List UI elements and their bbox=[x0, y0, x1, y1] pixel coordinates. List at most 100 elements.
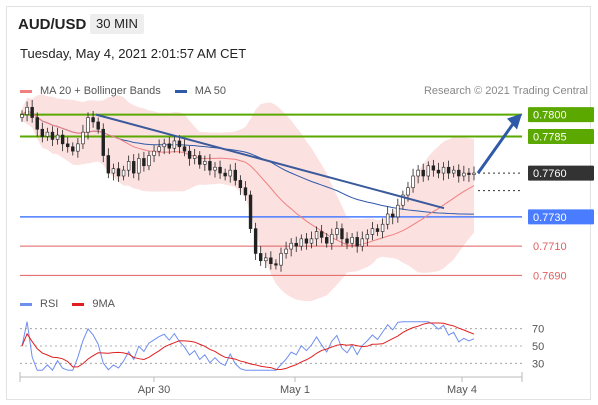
candle-body bbox=[81, 131, 85, 145]
candle-body bbox=[436, 169, 441, 174]
candle-body bbox=[101, 128, 105, 156]
candle-body bbox=[401, 194, 405, 206]
rsi-swatch bbox=[20, 302, 32, 306]
candle-body bbox=[208, 161, 212, 171]
rsi-tick-70: 70 bbox=[532, 324, 544, 336]
candle-body bbox=[451, 169, 456, 174]
candle-body bbox=[294, 242, 298, 247]
candle-body bbox=[375, 228, 380, 232]
candle-body bbox=[279, 253, 283, 266]
level-label-0.7800: 0.7800 bbox=[533, 110, 567, 122]
candle-body bbox=[340, 228, 344, 240]
candle-body bbox=[177, 140, 182, 148]
candle-body bbox=[142, 158, 146, 167]
candle-body bbox=[121, 169, 126, 177]
candle-body bbox=[421, 169, 425, 177]
candle-body bbox=[385, 213, 390, 225]
candle-body bbox=[132, 161, 136, 174]
candle-body bbox=[228, 169, 232, 177]
candle-body bbox=[299, 238, 304, 247]
rsi-tick-50: 50 bbox=[532, 341, 544, 353]
candle-body bbox=[182, 146, 187, 152]
candle-body bbox=[203, 161, 207, 165]
legend-ma20: MA 20 + Bollinger Bands bbox=[20, 85, 161, 97]
ma20-label: MA 20 + Bollinger Bands bbox=[40, 85, 161, 97]
candle-body bbox=[411, 175, 415, 188]
candle-body bbox=[309, 238, 314, 244]
candle-body bbox=[137, 158, 141, 174]
candle-body bbox=[457, 169, 461, 177]
legend-ma9: 9MA bbox=[72, 298, 115, 310]
ma50-swatch bbox=[174, 89, 187, 93]
candle-body bbox=[248, 194, 253, 229]
candle-body bbox=[91, 117, 95, 123]
candle-body bbox=[319, 231, 324, 238]
candle-body bbox=[431, 165, 436, 171]
level-label-0.7760: 0.7760 bbox=[533, 168, 567, 180]
level-label-0.7785: 0.7785 bbox=[533, 132, 567, 144]
descending-trendline bbox=[95, 113, 445, 210]
candle-body bbox=[126, 161, 131, 171]
level-box-0.7785 bbox=[528, 129, 594, 145]
candle-body bbox=[258, 253, 263, 262]
candle-body bbox=[167, 143, 171, 149]
legend-ma50: MA 50 bbox=[174, 85, 226, 97]
candle-body bbox=[472, 172, 476, 175]
candle-body bbox=[467, 172, 471, 175]
ma9-swatch bbox=[72, 302, 85, 306]
candle-body bbox=[218, 166, 222, 174]
candle-body bbox=[50, 131, 55, 140]
candle-body bbox=[213, 166, 217, 171]
ma50-label: MA 50 bbox=[194, 85, 226, 97]
candle-body bbox=[304, 238, 309, 244]
timeframe-badge[interactable]: 30 MIN bbox=[90, 14, 144, 34]
candle-body bbox=[35, 117, 39, 130]
research-credit: Research © 2021 Trading Central bbox=[423, 85, 588, 97]
candle-body bbox=[355, 237, 359, 247]
candle-body bbox=[198, 155, 202, 165]
candle-body bbox=[325, 237, 329, 244]
rsi-ma9-line bbox=[21, 322, 475, 370]
candle-body bbox=[446, 166, 451, 174]
price-legend: MA 20 + Bollinger Bands MA 50 bbox=[20, 85, 240, 97]
candle-body bbox=[223, 172, 227, 177]
candle-body bbox=[55, 134, 60, 140]
candle-body bbox=[416, 169, 420, 177]
bollinger-band-area bbox=[22, 94, 474, 302]
candle-body bbox=[111, 168, 116, 174]
candle-body bbox=[380, 223, 385, 232]
rsi-label: RSI bbox=[40, 298, 59, 310]
candle-body bbox=[289, 242, 293, 250]
candle-body bbox=[40, 128, 45, 137]
candle-body bbox=[157, 146, 161, 152]
candle-body bbox=[360, 238, 364, 247]
x-tick-label: May 1 bbox=[280, 384, 310, 396]
candle-body bbox=[335, 228, 339, 235]
candle-body bbox=[162, 143, 166, 148]
candle-body bbox=[365, 234, 370, 240]
rsi-legend: RSI 9MA bbox=[20, 298, 129, 310]
candle-body bbox=[406, 187, 410, 196]
candle-body bbox=[370, 228, 375, 235]
ma9-label: 9MA bbox=[92, 298, 115, 310]
candle-body bbox=[66, 143, 70, 148]
candle-body bbox=[76, 143, 80, 152]
chart-datetime: Tuesday, May 4, 2021 2:01:57 AM CET bbox=[20, 46, 247, 61]
symbol-title: AUD/USD bbox=[18, 16, 87, 33]
candle-body bbox=[238, 180, 243, 188]
candle-body bbox=[152, 150, 156, 156]
rsi-tick-30: 30 bbox=[532, 358, 544, 370]
candle-body bbox=[264, 257, 268, 262]
candle-body bbox=[45, 131, 50, 137]
candle-body bbox=[71, 146, 75, 152]
candle-body bbox=[147, 155, 151, 167]
legend-rsi: RSI bbox=[20, 298, 58, 310]
level-box-0.7760 bbox=[528, 165, 594, 181]
candle-body bbox=[192, 155, 197, 159]
candle-body bbox=[187, 150, 192, 159]
candle-body bbox=[96, 121, 100, 130]
candle-body bbox=[243, 187, 248, 196]
level-label-0.7730: 0.7730 bbox=[533, 212, 567, 224]
candle-body bbox=[314, 231, 319, 240]
candle-body bbox=[274, 263, 278, 266]
